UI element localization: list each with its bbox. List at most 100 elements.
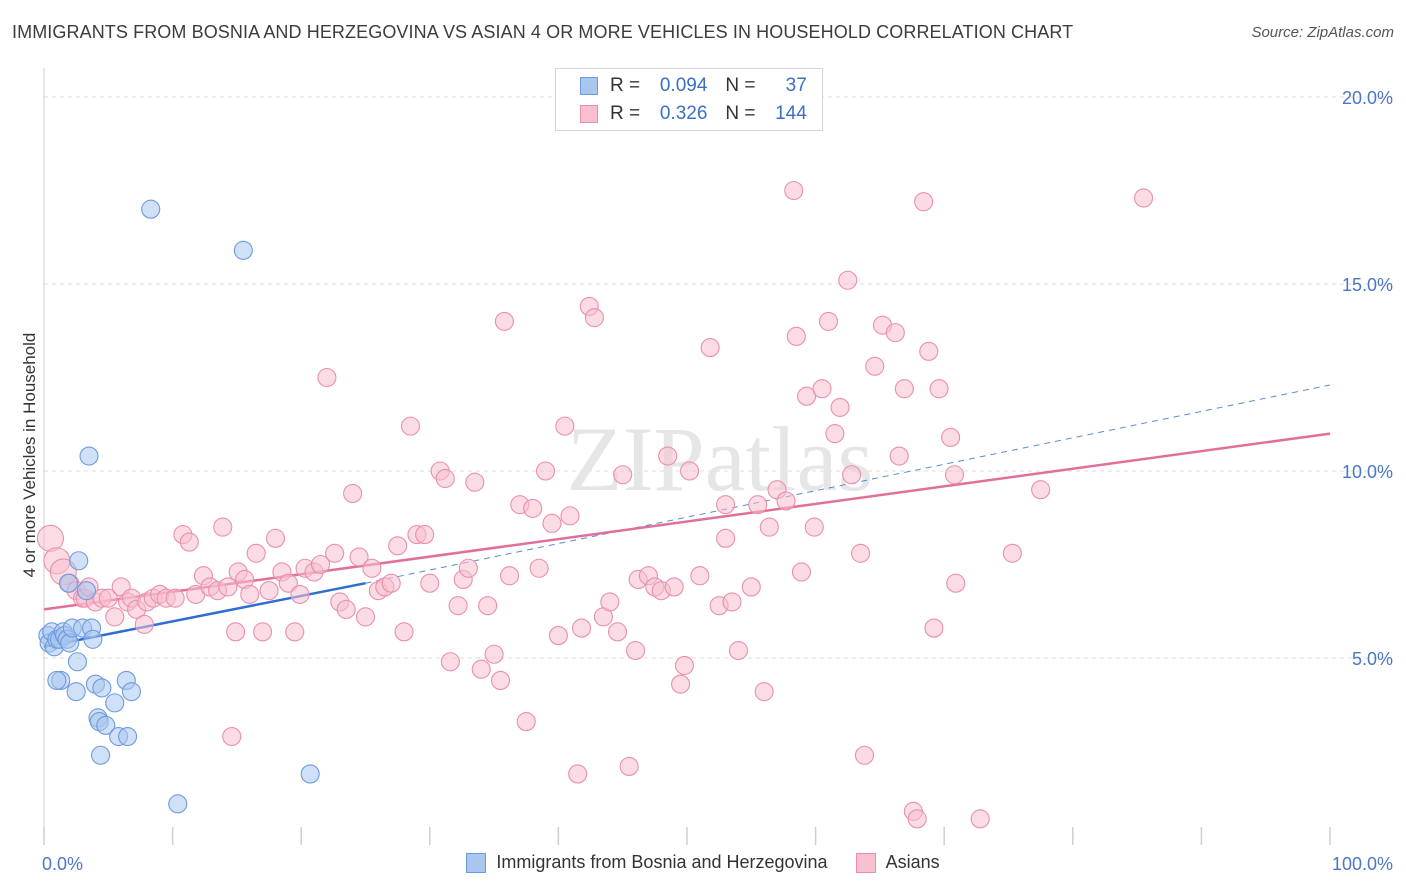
data-point	[355, 607, 376, 627]
data-point	[914, 192, 934, 212]
data-point	[907, 809, 927, 829]
x-tick-label: 100.0%	[1332, 854, 1393, 874]
data-point	[499, 566, 520, 586]
data-point	[759, 517, 779, 537]
data-point	[278, 573, 298, 593]
source-credit: Source: ZipAtlas.com	[1251, 24, 1394, 41]
data-point	[865, 356, 885, 376]
data-point	[944, 465, 965, 485]
data-point	[92, 678, 112, 698]
data-point	[165, 588, 185, 608]
data-point	[608, 622, 628, 642]
data-point	[58, 573, 78, 593]
data-point	[889, 446, 909, 466]
data-point	[36, 524, 64, 552]
legend-label-asians: Asians	[885, 852, 940, 872]
data-point	[804, 517, 824, 537]
data-point	[362, 558, 382, 578]
data-point	[894, 379, 914, 399]
legend-item-bosnia[interactable]: Immigrants from Bosnia and Herzegovina	[466, 852, 828, 873]
data-point	[66, 682, 86, 702]
data-point	[218, 577, 238, 597]
data-point	[619, 756, 639, 777]
data-point	[118, 726, 138, 747]
data-point	[400, 416, 421, 436]
data-point	[96, 715, 116, 735]
data-point	[440, 652, 460, 672]
data-point	[716, 495, 736, 515]
data-point	[613, 465, 633, 485]
data-point	[535, 461, 556, 481]
data-point	[67, 652, 87, 672]
data-point	[854, 745, 875, 765]
legend-label-bosnia: Immigrants from Bosnia and Herzegovina	[496, 852, 828, 872]
data-point	[213, 517, 233, 537]
data-point	[233, 240, 253, 260]
data-point	[448, 596, 468, 616]
legend-swatch-asians	[580, 105, 598, 123]
data-point	[420, 573, 440, 593]
trend-line	[43, 432, 1331, 611]
data-point	[671, 674, 691, 694]
data-point	[478, 596, 498, 616]
legend-row-asians: R = 0.326 N = 144	[580, 102, 807, 126]
data-point	[310, 554, 331, 575]
data-point	[516, 712, 536, 732]
legend-r-label: R =	[610, 75, 641, 96]
data-point	[830, 397, 850, 417]
data-point	[121, 682, 141, 702]
legend-n-label: N =	[725, 75, 756, 96]
legend-n-label: N =	[725, 103, 756, 124]
data-point	[941, 427, 961, 447]
data-point	[490, 670, 511, 690]
data-point	[240, 584, 260, 604]
data-point	[1133, 188, 1154, 208]
data-point	[465, 472, 485, 492]
data-point	[179, 532, 199, 552]
y-axis-title: 4 or more Vehicles in Household	[20, 333, 39, 578]
data-point	[325, 543, 345, 563]
data-point	[664, 577, 684, 597]
data-point	[69, 551, 89, 571]
data-point	[1031, 480, 1051, 500]
data-point	[1002, 543, 1022, 563]
legend-r-label: R =	[610, 103, 641, 124]
legend-item-asians[interactable]: Asians	[855, 852, 940, 873]
data-point	[134, 614, 154, 634]
data-point	[600, 592, 620, 612]
data-point	[842, 465, 862, 485]
data-point	[946, 573, 966, 593]
data-point	[435, 468, 455, 489]
data-point	[336, 599, 356, 619]
data-point	[484, 644, 504, 664]
tick-labels: 5.0% 10.0% 15.0% 20.0% 0.0% 100.0%	[42, 88, 1393, 874]
data-point	[105, 693, 125, 713]
data-point	[542, 513, 562, 533]
data-point	[825, 424, 845, 444]
data-point	[658, 446, 678, 466]
data-point	[246, 543, 266, 563]
series-legend: Immigrants from Bosnia and Herzegovina A…	[0, 852, 1406, 873]
data-point	[494, 311, 514, 331]
data-point	[728, 640, 748, 661]
data-point	[222, 726, 242, 747]
data-point	[568, 764, 588, 784]
data-point	[388, 536, 408, 556]
y-tick-label: 20.0%	[1342, 88, 1393, 108]
data-point	[722, 592, 742, 612]
data-point	[91, 745, 111, 765]
legend-swatch-bosnia	[580, 77, 598, 95]
data-point	[929, 379, 949, 399]
legend-swatch-bosnia	[466, 852, 487, 873]
data-point	[754, 682, 774, 702]
data-point	[851, 543, 871, 563]
data-point	[791, 562, 812, 582]
data-point	[381, 573, 401, 593]
data-point	[919, 341, 939, 361]
legend-n-value: 37	[785, 75, 807, 96]
data-point	[471, 659, 491, 679]
data-point	[168, 794, 188, 814]
data-point	[105, 607, 125, 627]
data-point	[716, 528, 736, 548]
data-points	[36, 180, 1154, 829]
